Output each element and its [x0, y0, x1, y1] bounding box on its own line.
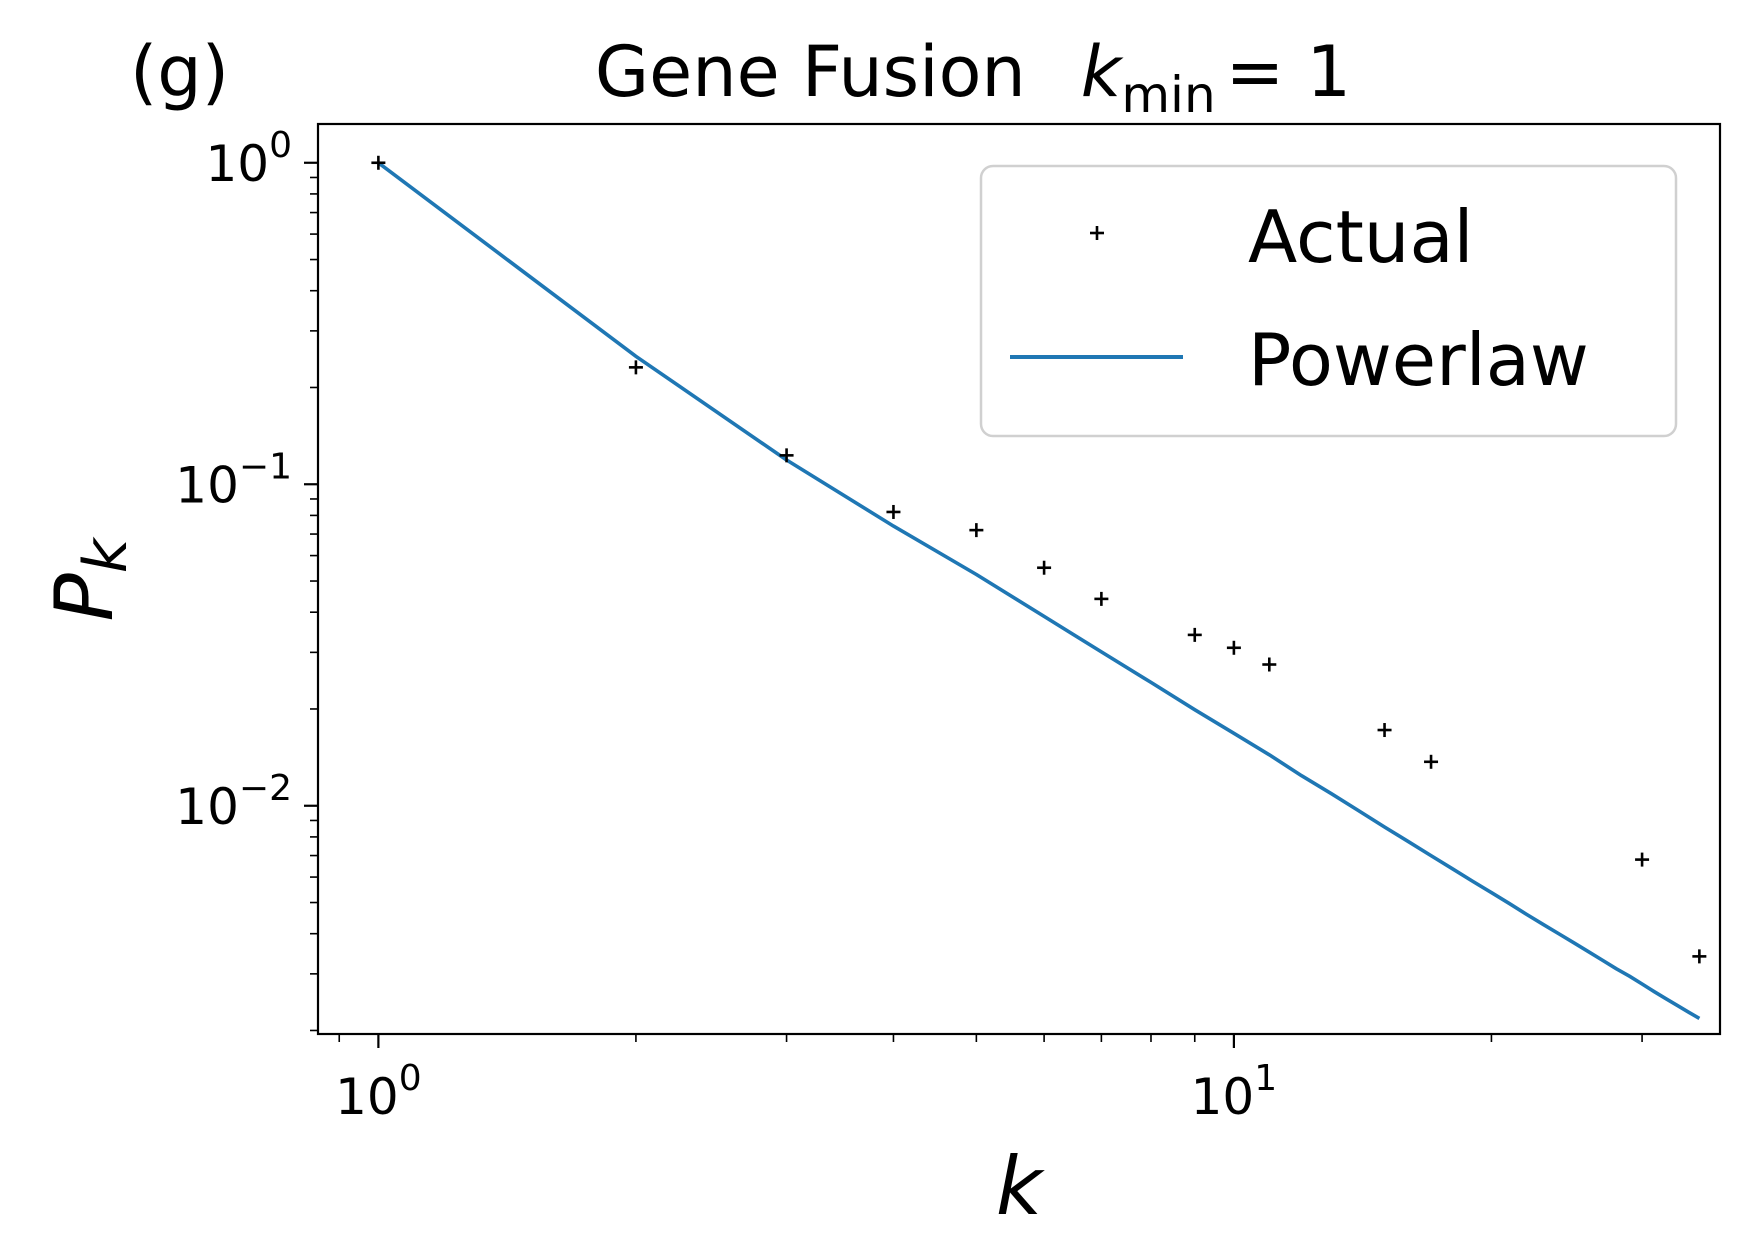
data-point-actual [1187, 627, 1202, 642]
y-tick-label-base: 10 [175, 778, 239, 836]
legend-box [979, 164, 1678, 438]
data-point-actual [779, 448, 794, 463]
y-axis-label-base: P [38, 573, 131, 622]
data-point-actual [1262, 657, 1277, 672]
chart-title-math-rest: = 1 [1226, 31, 1351, 113]
y-tick-label-base: 10 [205, 135, 269, 193]
legend-label-powerlaw: Powerlaw [1248, 318, 1589, 402]
data-point-actual [1424, 754, 1439, 769]
data-point-actual [969, 523, 984, 538]
x-tick-label-base: 10 [1191, 1068, 1255, 1126]
x-tick-label: 101 [1191, 1058, 1278, 1126]
data-point-actual [1037, 560, 1052, 575]
y-tick-label-exp: −1 [239, 446, 292, 487]
data-point-actual [1635, 852, 1650, 867]
y-axis-label: Pk [38, 536, 141, 621]
data-point-actual [1226, 640, 1241, 655]
y-tick-label-base: 10 [175, 456, 239, 514]
data-point-actual [1094, 591, 1109, 606]
legend-entry-actual: Actual [1090, 195, 1474, 279]
legend-marker-actual [1090, 226, 1104, 240]
x-axis-label: k [996, 1140, 1045, 1233]
y-axis-label-sub: k [71, 536, 141, 573]
x-tick-label-base: 10 [335, 1068, 399, 1126]
y-tick-label: 10−1 [175, 446, 292, 514]
chart-title: Gene Fusion kmin = 1 [595, 31, 1351, 124]
x-axis: 100 101 [335, 1034, 1643, 1126]
y-tick-label: 10−2 [175, 768, 292, 836]
data-point-actual [1377, 723, 1392, 738]
chart-title-math-sub: min [1121, 66, 1215, 124]
panel-label: (g) [130, 31, 229, 113]
legend: Actual Powerlaw [979, 164, 1678, 438]
x-tick-label-exp: 0 [399, 1058, 422, 1099]
chart-title-math-base: k [1081, 31, 1124, 113]
plot-frame [316, 122, 1722, 1036]
legend-label-actual: Actual [1248, 195, 1474, 279]
y-tick-label-exp: −2 [239, 768, 292, 809]
x-tick-label: 100 [335, 1058, 422, 1126]
data-point-actual [628, 360, 643, 375]
series-line-powerlaw [377, 161, 1701, 1020]
y-tick-label: 100 [205, 125, 292, 193]
chart-title-text: Gene Fusion [595, 31, 1026, 113]
x-tick-label-exp: 1 [1254, 1058, 1277, 1099]
data-point-actual [1692, 949, 1707, 964]
data-point-actual [886, 504, 901, 519]
y-tick-label-exp: 0 [269, 125, 292, 166]
data-point-actual [371, 155, 386, 170]
plot-area [371, 155, 1707, 1020]
legend-entry-powerlaw: Powerlaw [1010, 318, 1589, 402]
